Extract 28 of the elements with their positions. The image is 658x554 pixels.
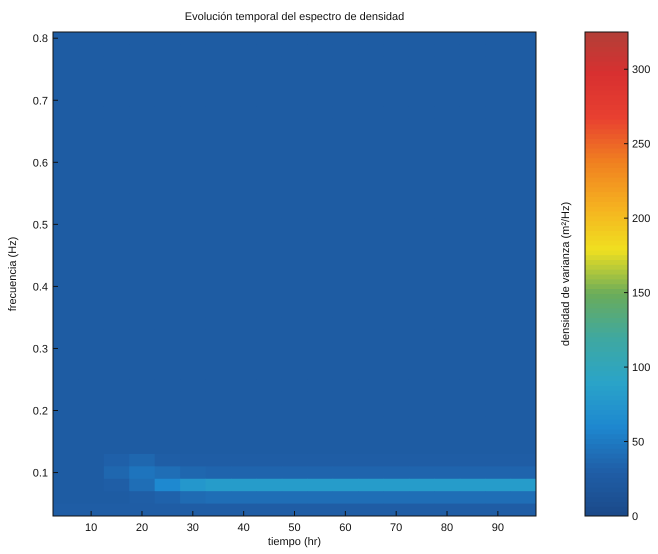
y-tick-label: 0.7 [32, 95, 48, 108]
color-bar-label: 150 [632, 288, 650, 300]
color-bar-label: 100 [632, 362, 650, 374]
y-tick-label: 0.8 [32, 33, 48, 46]
color-bar-label: 300 [632, 64, 650, 76]
color-bar-label: 250 [632, 138, 650, 151]
y-tick-label: 0.1 [32, 468, 48, 480]
x-tick-label: 60 [339, 522, 352, 534]
x-tick-label: 80 [440, 522, 454, 534]
color-bar-title: densidad de varianza (m²/Hz) [560, 202, 572, 346]
color-bar-label: 200 [632, 213, 650, 226]
y-axis-title: frecuencia (Hz) [7, 236, 19, 312]
x-tick-label: 50 [288, 522, 301, 534]
color-bar-label: 50 [632, 436, 644, 449]
x-axis-title: tiempo (hr) [268, 536, 322, 548]
y-tick-label: 0.6 [32, 157, 48, 170]
y-tick-label: 0.5 [32, 219, 48, 232]
y-tick-label: 0.3 [32, 343, 48, 356]
x-tick-label: 40 [238, 522, 250, 534]
x-tick-label: 90 [492, 522, 504, 534]
x-tick-label: 30 [186, 522, 199, 534]
color-bar-label: 0 [632, 511, 638, 523]
x-tick-label: 10 [85, 522, 98, 534]
x-tick-label: 20 [136, 522, 148, 534]
y-tick-label: 0.2 [32, 406, 48, 418]
x-tick-label: 70 [390, 522, 402, 534]
chart-title: Evolución temporal del espectro de densidad [184, 11, 404, 23]
y-tick-label: 0.4 [32, 281, 48, 294]
